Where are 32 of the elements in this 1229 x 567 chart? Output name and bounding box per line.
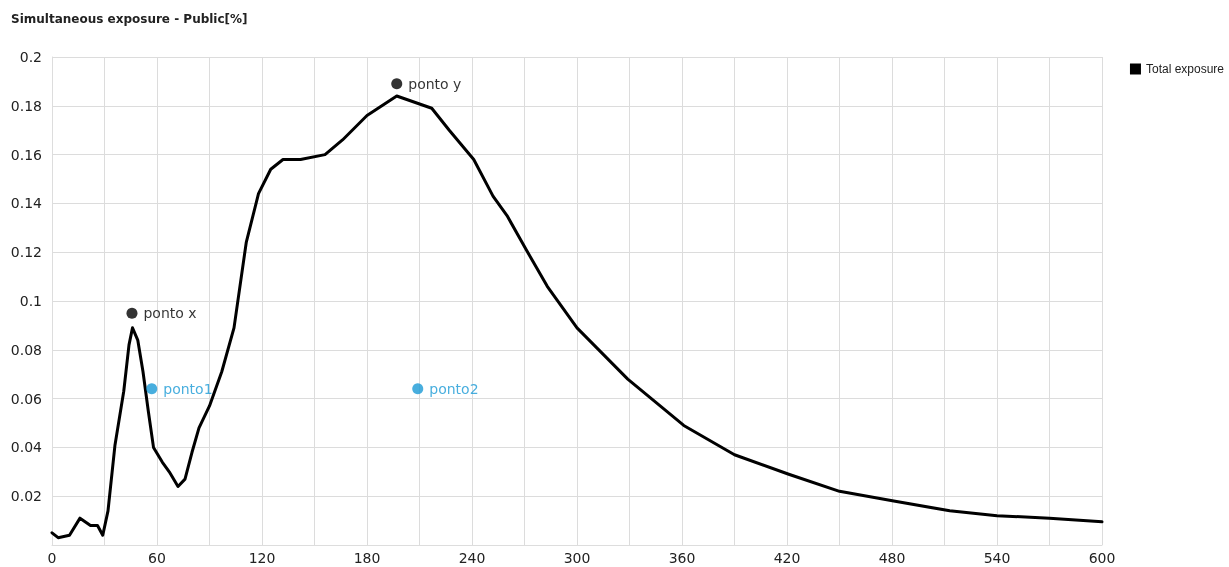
- x-tick-label: 0: [47, 550, 57, 566]
- y-tick-label: 0.14: [10, 195, 43, 212]
- series-label: ponto2: [429, 380, 479, 397]
- y-tick-label: 0.18: [10, 97, 42, 114]
- point: [126, 307, 138, 319]
- point: [412, 383, 424, 395]
- series-label: ponto x: [143, 305, 197, 322]
- y-tick-label: 0.16: [10, 146, 43, 163]
- point: [146, 383, 158, 395]
- chart-title: Simultaneous exposure - Public[%]: [11, 12, 248, 26]
- x-tick-label: 420: [773, 550, 801, 566]
- x-tick-label: 60: [148, 550, 166, 566]
- y-tick-label: 0.06: [10, 390, 43, 407]
- x-tick-label: 480: [878, 550, 906, 566]
- x-tick-label: 240: [458, 550, 486, 566]
- x-tick-label: 600: [1088, 550, 1116, 566]
- x-tick-label: 300: [563, 550, 591, 566]
- y-tick-label: 0.1: [19, 293, 42, 309]
- y-tick-label: 0.12: [10, 244, 42, 261]
- line-series: [50, 94, 1104, 540]
- y-tick-label: 0.04: [10, 439, 43, 456]
- series-label: ponto y: [408, 75, 462, 92]
- point: [391, 78, 403, 90]
- x-tick-label: 540: [983, 550, 1011, 566]
- x-tick-label: 180: [353, 550, 381, 566]
- y-tick-label: 0.02: [10, 488, 42, 505]
- x-tick-label: 120: [248, 550, 276, 566]
- series-label: ponto1: [163, 380, 213, 397]
- x-tick-label: 360: [668, 550, 696, 566]
- y-tick-label: 0.2: [19, 49, 42, 65]
- legend-label: Total exposure: [1145, 62, 1225, 76]
- y-tick-label: 0.08: [10, 341, 42, 358]
